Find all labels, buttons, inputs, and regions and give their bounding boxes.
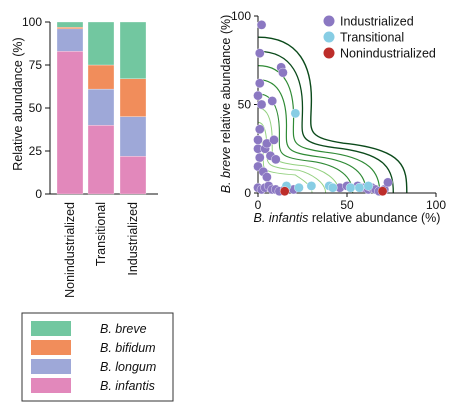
scatter-point-industrialized (270, 154, 281, 165)
species-legend-label: B. breve (100, 322, 147, 336)
scatter-legend-marker (323, 15, 335, 27)
scatter-legend-marker (323, 31, 335, 43)
species-legend-items: B. breve B. bifidum B. longum B. infantis (31, 321, 156, 393)
bar-y-ticks: 0 25 50 75 100 (22, 15, 50, 201)
bar-y-tick-label: 25 (29, 144, 43, 158)
scatter-y-tick-label: 50 (238, 98, 252, 112)
bar-segment (87, 88, 115, 126)
scatter-point-industrialized (269, 135, 279, 145)
scatter-x-tick-label: 0 (255, 198, 262, 212)
density-contour (257, 65, 381, 194)
scatter-point-industrialized (253, 135, 263, 145)
scatter-point-industrialized (254, 48, 265, 58)
scatter-point-industrialized (256, 20, 267, 30)
bar-segment (87, 125, 115, 195)
scatter-point-nonindustrialized (377, 186, 388, 197)
density-contour (257, 93, 354, 194)
bar-segment (87, 21, 115, 66)
bar-category-labels: Nonindustrialized Transitional Industriali… (63, 202, 140, 298)
density-contour (257, 36, 408, 194)
bar-category-label: Nonindustrialized (63, 202, 77, 298)
scatter-point-transitional (306, 181, 317, 191)
scatter-y-axis-title: B. breve relative abundance (%) (219, 15, 233, 194)
scatter-legend-label: Transitional (340, 31, 404, 45)
scatter-point-industrialized (383, 177, 393, 188)
scatter-point-industrialized (253, 90, 263, 101)
bar-segment (56, 51, 84, 195)
scatter-plot: 0 50 100 0 50 100 B. infantis relative abunda… (219, 9, 446, 225)
scatter-x-tick-label: 100 (426, 198, 446, 212)
species-legend-swatch (31, 359, 71, 374)
species-legend: B. breve B. bifidum B. longum B. infantis (21, 312, 174, 402)
scatter-point-transitional (354, 182, 365, 193)
scatter-point-transitional (294, 182, 304, 193)
scatter-x-tick-label: 50 (340, 198, 354, 212)
bar-segment (119, 21, 147, 79)
scatter-ticks: 0 50 100 0 50 100 (231, 9, 446, 212)
scatter-x-axis-title: B. infantis relative abundance (%) (254, 211, 441, 225)
species-legend-swatch (31, 378, 71, 393)
species-legend-label: B. infantis (100, 379, 155, 393)
bar-segment (119, 116, 147, 157)
bar-segments (56, 21, 147, 195)
bar-y-tick-label: 100 (22, 15, 42, 29)
species-legend-label: B. bifidum (100, 341, 156, 355)
bar-y-tick-label: 75 (29, 58, 43, 72)
species-legend-swatch (31, 321, 71, 336)
scatter-point-transitional (363, 181, 374, 191)
scatter-legend: Industrialized Transitional Nonindustriali… (323, 15, 436, 61)
scatter-y-tick-label: 100 (231, 9, 251, 23)
scatter-point-industrialized (254, 152, 265, 163)
density-contour (257, 121, 327, 194)
scatter-point-industrialized (256, 99, 267, 110)
scatter-points (253, 20, 393, 197)
density-contour (257, 50, 394, 194)
bar-segment (56, 21, 84, 28)
scatter-point-industrialized (278, 67, 288, 78)
scatter-point-transitional (327, 182, 338, 193)
bar-segment (56, 28, 84, 52)
scatter-point-transitional (290, 108, 301, 119)
species-legend-swatch (31, 340, 71, 355)
scatter-point-industrialized (262, 172, 272, 182)
bar-segment (119, 156, 147, 195)
scatter-point-transitional (345, 182, 356, 193)
bar-y-tick-label: 50 (29, 101, 43, 115)
species-legend-label: B. longum (100, 360, 156, 374)
bar-category-label: Transitional (94, 202, 108, 266)
density-contour (257, 79, 367, 194)
scatter-legend-label: Industrialized (340, 15, 414, 29)
scatter-point-nonindustrialized (279, 186, 290, 197)
bar-segment (87, 64, 115, 90)
bar-y-axis-title: Relative abundance (%) (11, 37, 25, 170)
scatter-y-tick-label: 0 (244, 186, 251, 200)
bar-y-tick-label: 0 (35, 187, 42, 201)
bar-segment (56, 27, 84, 30)
density-contours (257, 36, 408, 194)
scatter-point-industrialized (267, 96, 278, 106)
scatter-point-industrialized (254, 78, 265, 89)
stacked-bar-chart: Relative abundance (%) 0 25 50 75 100 Nonind… (11, 15, 158, 298)
scatter-legend-label: Nonindustrialized (340, 47, 436, 61)
bar-segment (119, 78, 147, 117)
scatter-point-industrialized (254, 124, 265, 135)
bar-category-label: Industrialized (126, 202, 140, 276)
scatter-legend-marker (323, 47, 335, 59)
